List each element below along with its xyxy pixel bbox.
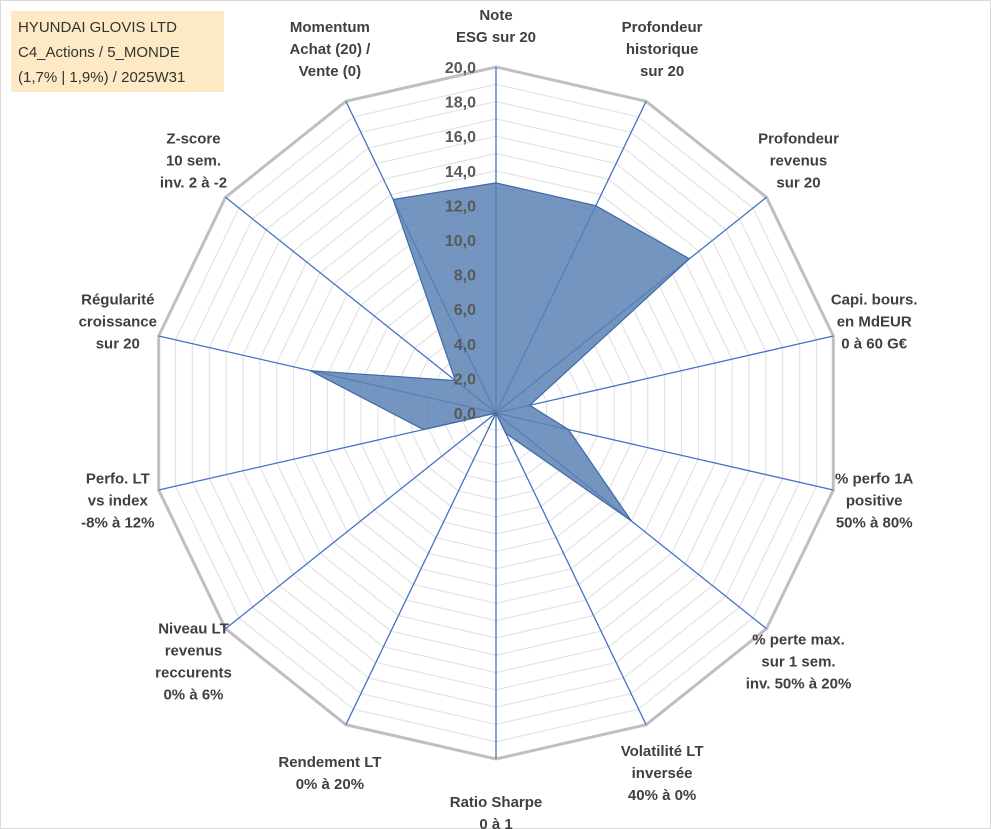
tick-label: 16,0 [445, 129, 476, 146]
category-label: Note ESG sur 20 [456, 7, 536, 46]
category-labels: Note ESG sur 20 Profondeur historique sur 20… [79, 7, 918, 829]
tick-label: 20,0 [445, 60, 476, 77]
tick-label: 4,0 [454, 337, 476, 354]
category-label: Momentum Achat (20) / Vente (0) [289, 19, 371, 80]
category-label: Régularité croissance sur 20 [79, 292, 157, 353]
category-label: Niveau LT revenus reccurents 0% à 6% [155, 621, 232, 704]
tick-label: 2,0 [454, 371, 476, 388]
category-label: Profondeur historique sur 20 [622, 19, 703, 80]
axis-spoke [345, 412, 497, 725]
chart-title-box: HYUNDAI GLOVIS LTD C4_Actions / 5_MONDE … [11, 11, 224, 92]
category-label: % perte max. sur 1 sem. inv. 50% à 20% [746, 632, 852, 693]
tick-label: 10,0 [445, 233, 476, 250]
axis-spoke [225, 412, 497, 630]
tick-label: 6,0 [454, 302, 476, 319]
tick-label: 8,0 [454, 268, 476, 285]
data-series [310, 182, 691, 522]
category-label: Perfo. LT vs index -8% à 12% [81, 471, 154, 532]
axis-spoke [225, 196, 497, 414]
title-line-category: C4_Actions / 5_MONDE [18, 44, 180, 61]
category-label: Volatilité LT inversée 40% à 0% [621, 743, 704, 804]
axis-spoke [495, 412, 647, 725]
category-label: Ratio Sharpe 0 à 1 [450, 794, 543, 829]
tick-label: 12,0 [445, 198, 476, 215]
tick-label: 14,0 [445, 164, 476, 181]
axis-spoke [495, 335, 834, 414]
category-label: Z-score 10 sem. inv. 2 à -2 [160, 130, 227, 191]
title-line-period: (1,7% | 1,9%) / 2025W31 [18, 69, 186, 86]
tick-labels: 0,0 2,0 4,0 6,0 8,0 10,0 12,0 14,0 16,0 18,0 20,0 [445, 60, 476, 423]
category-label: % perfo 1A positive 50% à 80% [835, 471, 914, 532]
title-line-company: HYUNDAI GLOVIS LTD [18, 19, 177, 36]
category-label: Capi. bours. en MdEUR 0 à 60 G€ [831, 292, 918, 353]
category-label: Profondeur revenus sur 20 [758, 130, 839, 191]
tick-label: 0,0 [454, 406, 476, 423]
tick-label: 18,0 [445, 95, 476, 112]
category-label: Rendement LT 0% à 20% [278, 754, 381, 793]
series-area [310, 182, 691, 522]
